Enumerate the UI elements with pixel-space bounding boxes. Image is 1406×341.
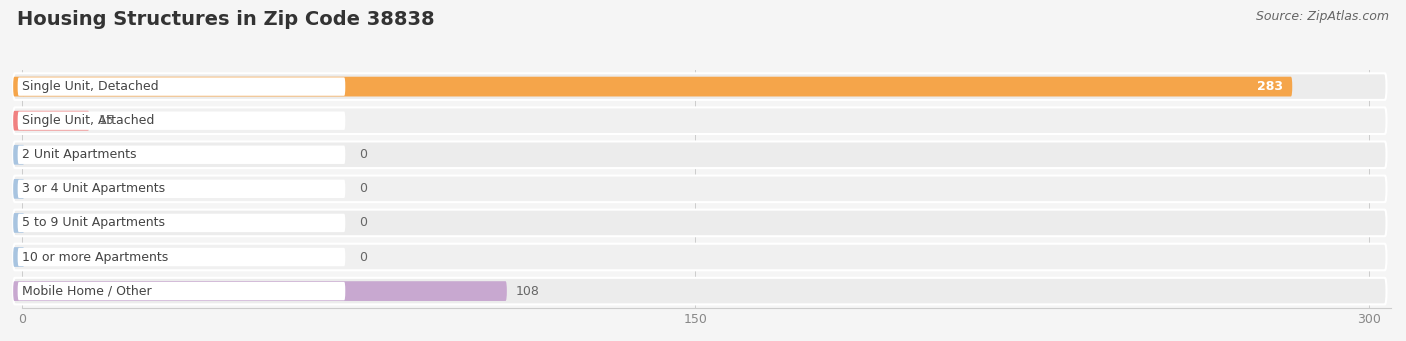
Text: 283: 283 xyxy=(1257,80,1284,93)
FancyBboxPatch shape xyxy=(18,112,346,130)
FancyBboxPatch shape xyxy=(13,213,24,233)
FancyBboxPatch shape xyxy=(18,77,346,96)
FancyBboxPatch shape xyxy=(18,248,346,266)
Text: 15: 15 xyxy=(98,114,114,127)
Text: Housing Structures in Zip Code 38838: Housing Structures in Zip Code 38838 xyxy=(17,10,434,29)
Text: 10 or more Apartments: 10 or more Apartments xyxy=(22,251,169,264)
Text: 5 to 9 Unit Apartments: 5 to 9 Unit Apartments xyxy=(22,217,165,229)
Text: Source: ZipAtlas.com: Source: ZipAtlas.com xyxy=(1256,10,1389,23)
FancyBboxPatch shape xyxy=(22,111,90,131)
FancyBboxPatch shape xyxy=(13,142,1386,168)
Text: 2 Unit Apartments: 2 Unit Apartments xyxy=(22,148,136,161)
FancyBboxPatch shape xyxy=(13,244,1386,270)
Text: Single Unit, Attached: Single Unit, Attached xyxy=(22,114,155,127)
FancyBboxPatch shape xyxy=(13,210,1386,236)
FancyBboxPatch shape xyxy=(13,73,1386,100)
Text: 0: 0 xyxy=(359,251,367,264)
FancyBboxPatch shape xyxy=(18,214,346,232)
FancyBboxPatch shape xyxy=(22,77,1292,97)
Text: 0: 0 xyxy=(359,182,367,195)
FancyBboxPatch shape xyxy=(13,77,24,97)
Text: Mobile Home / Other: Mobile Home / Other xyxy=(22,285,152,298)
FancyBboxPatch shape xyxy=(13,281,24,301)
FancyBboxPatch shape xyxy=(22,281,506,301)
FancyBboxPatch shape xyxy=(18,180,346,198)
FancyBboxPatch shape xyxy=(13,247,24,267)
FancyBboxPatch shape xyxy=(13,179,24,199)
FancyBboxPatch shape xyxy=(13,176,1386,202)
FancyBboxPatch shape xyxy=(13,111,24,131)
FancyBboxPatch shape xyxy=(13,145,24,165)
FancyBboxPatch shape xyxy=(18,146,346,164)
Text: 0: 0 xyxy=(359,217,367,229)
Text: 0: 0 xyxy=(359,148,367,161)
FancyBboxPatch shape xyxy=(18,282,346,300)
Text: 3 or 4 Unit Apartments: 3 or 4 Unit Apartments xyxy=(22,182,166,195)
FancyBboxPatch shape xyxy=(13,278,1386,305)
Text: Single Unit, Detached: Single Unit, Detached xyxy=(22,80,159,93)
Text: 108: 108 xyxy=(516,285,540,298)
FancyBboxPatch shape xyxy=(13,107,1386,134)
